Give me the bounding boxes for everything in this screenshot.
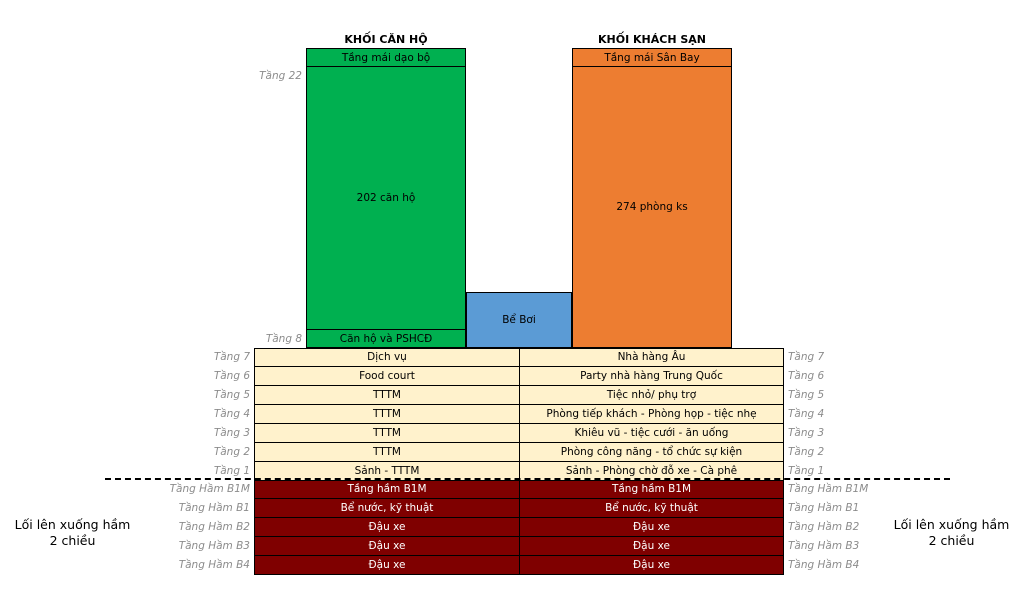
podium-cell-left: Sảnh - TTTM: [254, 460, 520, 481]
podium-cell-right: Phòng công năng - tổ chức sự kiện: [519, 442, 784, 462]
podium-floor-label-right: Tầng 4: [788, 408, 825, 421]
basement-cell-left: Tầng hầm B1M: [254, 479, 520, 500]
ramp-label-right: Lối lên xuống hầm 2 chiều: [879, 517, 1024, 549]
basement-cell-left: Đậu xe: [254, 536, 520, 557]
podium-cell-right: Phòng tiếp khách - Phòng họp - tiệc nhẹ: [519, 404, 784, 425]
basement-floor-label-left: Tầng Hầm B2: [178, 521, 250, 534]
podium-cell-right: Party nhà hàng Trung Quốc: [519, 366, 784, 387]
pool-block: Bể Bơi: [466, 292, 572, 348]
basement-floor-label-left: Tầng Hầm B1: [178, 502, 250, 515]
ramp-label-left-line1: Lối lên xuống hầm: [14, 517, 131, 532]
hotel-roof-floor: Tầng mái Sân Bay: [572, 48, 732, 67]
basement-floor-label-right: Tầng Hầm B1M: [788, 483, 869, 496]
basement-floor-label-right: Tầng Hầm B3: [788, 540, 860, 553]
pool-label: Bể Bơi: [502, 314, 536, 326]
basement-cell-right: Đậu xe: [519, 517, 784, 538]
podium-cell-right: Sảnh - Phòng chờ đỗ xe - Cà phê: [519, 460, 784, 481]
basement-cell-right: Đậu xe: [519, 536, 784, 557]
podium-floor-label-right: Tầng 5: [788, 389, 825, 402]
podium-floor-label-right: Tầng 3: [788, 427, 825, 440]
podium-floor-label-right: Tầng 1: [788, 464, 825, 477]
hotel-block-title: KHỐI KHÁCH SẠN: [598, 32, 706, 46]
apartment-block-title: KHỐI CĂN HỘ: [344, 32, 428, 46]
podium-floor-label-left: Tầng 3: [213, 427, 250, 440]
floor-label-bottom: Tầng 8: [265, 333, 302, 345]
basement-floor-label-right: Tầng Hầm B1: [788, 502, 860, 515]
podium-floor-label-left: Tầng 2: [213, 445, 250, 458]
basement-floor-label-left: Tầng Hầm B1M: [169, 483, 250, 496]
podium-cell-right: Khiêu vũ - tiệc cưới - ăn uống: [519, 423, 784, 443]
podium-cell-left: Dịch vụ: [254, 347, 520, 368]
basement-cell-left: Đậu xe: [254, 517, 520, 538]
podium-cell-left: TTTM: [254, 404, 520, 425]
podium-floor-label-right: Tầng 7: [788, 351, 825, 364]
podium-cell-left: TTTM: [254, 385, 520, 406]
ramp-label-left: Lối lên xuống hầm 2 chiều: [0, 517, 145, 549]
ground-line: [105, 478, 950, 480]
podium-floor-label-right: Tầng 6: [788, 370, 825, 383]
podium-floor-label-right: Tầng 2: [788, 445, 825, 458]
podium-cell-right: Nhà hàng Âu: [519, 347, 784, 368]
hotel-main-block: 274 phòng ks: [572, 66, 732, 348]
ramp-label-right-line2: 2 chiều: [928, 533, 975, 548]
basement-floor-label-right: Tầng Hầm B2: [788, 521, 860, 534]
floor-label-top: Tầng 22: [259, 70, 302, 82]
podium-floor-label-left: Tầng 7: [213, 351, 250, 364]
basement-cell-left: Bể nước, kỹ thuật: [254, 498, 520, 519]
podium-cell-left: Food court: [254, 366, 520, 387]
basement-cell-right: Bể nước, kỹ thuật: [519, 498, 784, 519]
ramp-label-right-line1: Lối lên xuống hầm: [893, 517, 1010, 532]
ramp-label-left-line2: 2 chiều: [49, 533, 96, 548]
apartment-roof-floor: Tầng mái dạo bộ: [306, 48, 466, 67]
podium-floor-label-left: Tầng 6: [213, 370, 250, 383]
podium-floor-label-left: Tầng 4: [213, 408, 250, 421]
apartment-main-label: 202 căn hộ: [356, 192, 416, 204]
basement-floor-label-left: Tầng Hầm B3: [178, 540, 250, 553]
podium-cell-left: TTTM: [254, 442, 520, 462]
hotel-main-label: 274 phòng ks: [616, 201, 688, 213]
basement-cell-right: Tầng hầm B1M: [519, 479, 784, 500]
basement-floor-label-left: Tầng Hầm B4: [178, 559, 250, 572]
podium-floor-label-left: Tầng 1: [213, 464, 250, 477]
basement-cell-right: Đậu xe: [519, 555, 784, 575]
podium-floor-label-left: Tầng 5: [213, 389, 250, 402]
basement-cell-left: Đậu xe: [254, 555, 520, 575]
apartment-main-block: 202 căn hộ: [306, 66, 466, 330]
apartment-bottom-floor: Căn hộ và PSHCĐ: [306, 329, 466, 348]
podium-cell-left: TTTM: [254, 423, 520, 443]
podium-cell-right: Tiệc nhỏ/ phụ trợ: [519, 385, 784, 406]
basement-floor-label-right: Tầng Hầm B4: [788, 559, 860, 572]
